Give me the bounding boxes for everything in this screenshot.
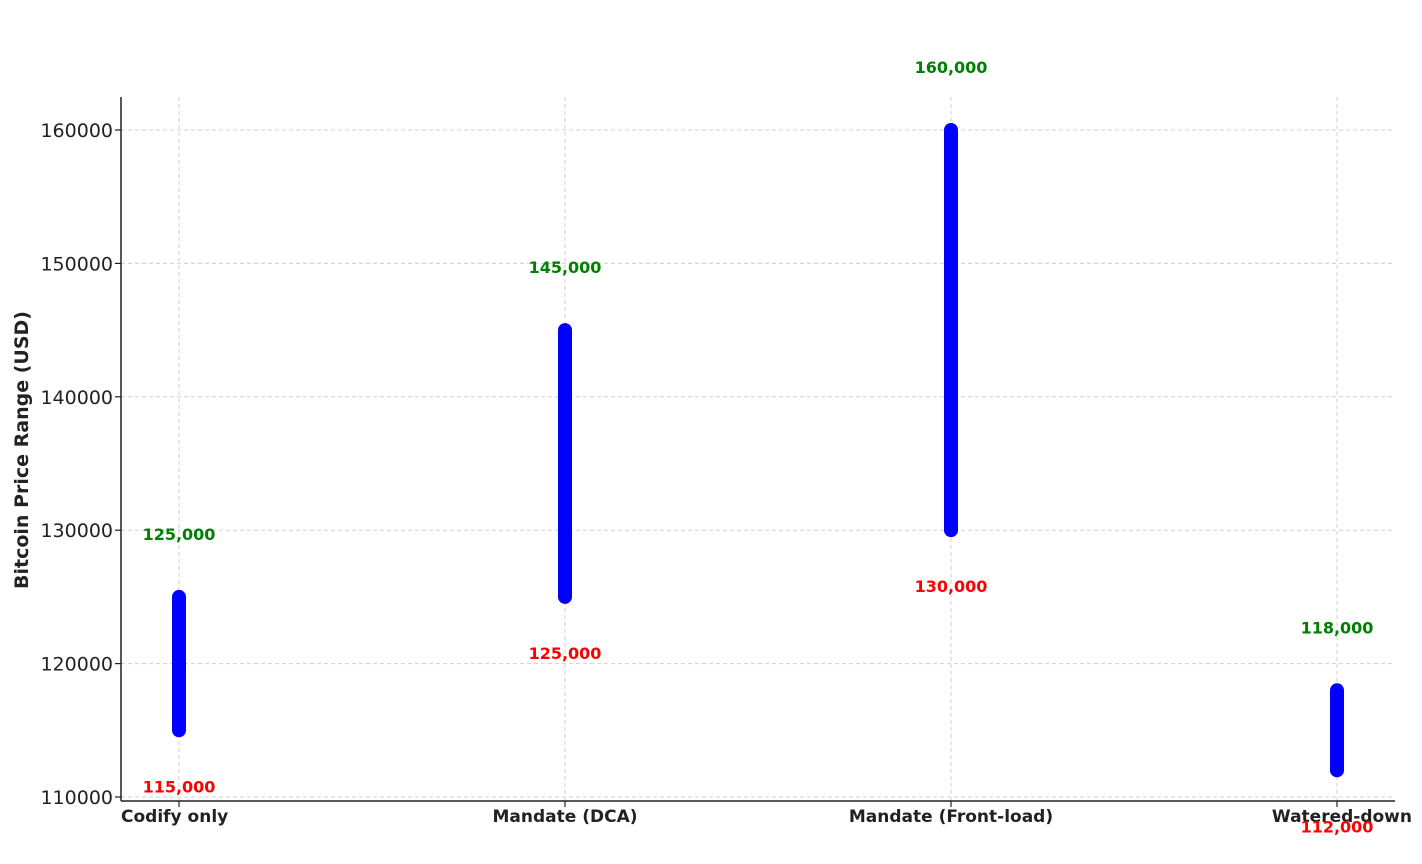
high-value-label: 118,000 [1301, 618, 1374, 637]
x-category-label: Mandate (Front-load) [849, 807, 1053, 827]
x-category-label: Codify only [121, 807, 228, 827]
low-value-label: 125,000 [529, 644, 602, 663]
y-tick-label: 160000 [40, 120, 113, 142]
high-value-label: 125,000 [143, 525, 216, 544]
y-tick-label: 130000 [40, 520, 113, 542]
bar-layer [172, 123, 1344, 778]
label-layer: 110000 120000 130000 140000 150000 160000 Codi… [40, 58, 1412, 836]
x-category-label: Watered-down [1272, 807, 1412, 827]
low-value-label: 112,000 [1301, 817, 1374, 836]
axis-layer [120, 97, 1395, 802]
x-category-label: Mandate (DCA) [493, 807, 638, 827]
y-tick-label: 150000 [40, 253, 113, 275]
grid-layer [115, 97, 1395, 807]
low-value-label: 130,000 [915, 577, 988, 596]
y-tick-label: 120000 [40, 654, 113, 676]
y-axis-title: Bitcoin Price Range (USD) [11, 311, 33, 589]
y-tick-label: 110000 [40, 787, 113, 809]
high-value-label: 145,000 [529, 258, 602, 277]
high-value-label: 160,000 [915, 58, 988, 77]
low-value-label: 115,000 [143, 777, 216, 796]
y-tick-label: 140000 [40, 387, 113, 409]
